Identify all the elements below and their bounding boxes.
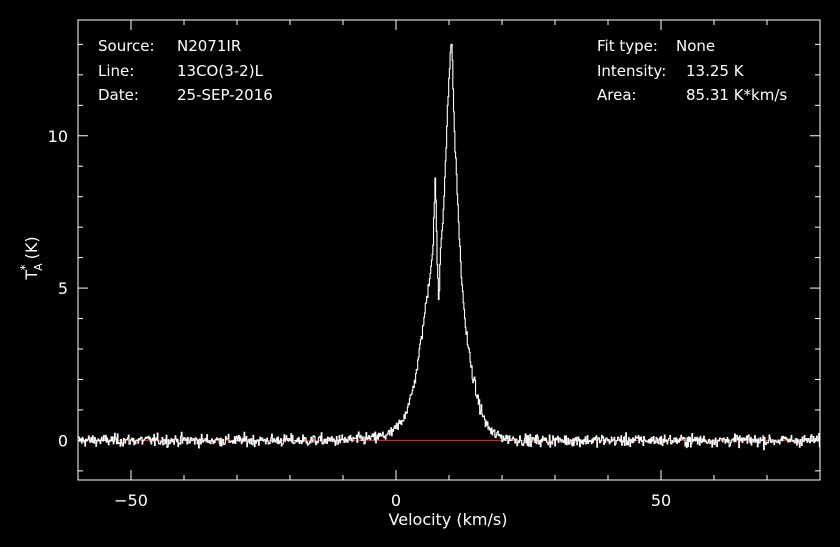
y-tick-label: 0 — [58, 431, 68, 450]
info-fit-type-label: Fit type: — [597, 37, 658, 55]
info-source-value: N2071IR — [177, 37, 242, 55]
y-tick-label: 5 — [58, 279, 68, 298]
info-line-value: 13CO(3-2)L — [177, 62, 263, 80]
y-tick-label: 10 — [48, 127, 68, 146]
info-intensity-value: 13.25 K — [686, 62, 744, 80]
info-area-label: Area: — [597, 86, 637, 104]
info-source-label: Source: — [98, 37, 155, 55]
info-line-label: Line: — [98, 62, 135, 80]
x-tick-label: −50 — [114, 491, 148, 510]
y-axis-label-text: TA*(K) — [18, 236, 45, 280]
x-tick-label: 0 — [391, 491, 401, 510]
info-intensity-label: Intensity: — [597, 62, 667, 80]
spectrum-series — [78, 43, 821, 451]
info-date-label: Date: — [98, 86, 139, 104]
info-date-value: 25-SEP-2016 — [177, 86, 273, 104]
x-axis-label: Velocity (km/s) — [389, 510, 508, 529]
x-tick-label: 50 — [651, 491, 671, 510]
info-fit-type-value: None — [676, 37, 716, 55]
y-axis-label: TA*(K) — [18, 236, 45, 280]
info-area-value: 85.31 K*km/s — [686, 86, 788, 104]
